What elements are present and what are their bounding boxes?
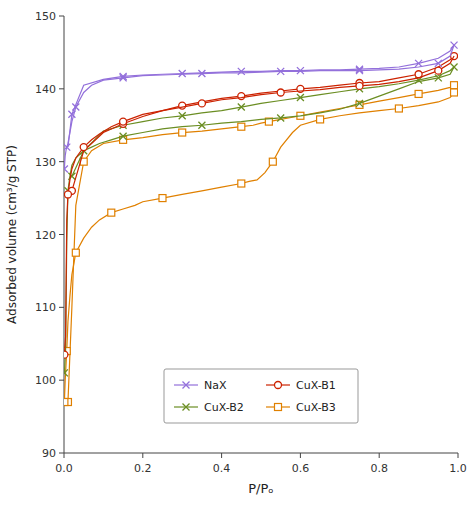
y-tick-label: 130: [35, 156, 56, 169]
x-tick-label: 0.4: [213, 462, 231, 475]
series-line: [68, 45, 454, 147]
point-marker: [395, 105, 402, 112]
legend-label: CuX-B2: [204, 401, 244, 414]
point-marker: [120, 118, 127, 125]
point-marker: [108, 209, 115, 216]
series: [64, 82, 457, 406]
y-tick: [59, 307, 64, 308]
point-marker: [179, 70, 186, 77]
point-marker: [317, 116, 324, 123]
point-marker: [277, 68, 284, 75]
point-marker: [451, 82, 458, 89]
point-marker: [277, 89, 284, 96]
point-marker: [435, 74, 442, 81]
y-tick-label: 120: [35, 229, 56, 242]
series: [64, 45, 454, 172]
point-marker: [198, 70, 205, 77]
point-marker: [120, 73, 127, 80]
point-marker: [269, 158, 276, 165]
point-marker: [198, 122, 205, 129]
point-marker: [120, 74, 127, 81]
y-tick-label: 150: [35, 10, 56, 23]
x-tick: [458, 453, 459, 458]
point-marker: [277, 114, 284, 121]
point-marker: [356, 67, 363, 74]
point-marker: [64, 399, 68, 406]
point-marker: [80, 144, 87, 151]
point-marker: [238, 180, 245, 187]
y-tick: [59, 234, 64, 235]
y-tick: [59, 161, 64, 162]
legend: NaX CuX-B1 CuX-B2 CuX-B3: [164, 369, 358, 423]
series: [68, 53, 457, 195]
x-axis-line: [64, 453, 458, 454]
y-tick: [59, 88, 64, 89]
x-tick-label: 0.6: [292, 462, 310, 475]
point-marker: [435, 60, 442, 67]
legend-box: [164, 369, 358, 423]
point-marker: [64, 351, 68, 358]
point-marker: [238, 123, 245, 130]
series-line: [64, 67, 454, 373]
x-tick: [64, 453, 65, 458]
y-tick: [59, 16, 64, 17]
point-marker: [238, 93, 245, 100]
legend-marker: [275, 404, 282, 411]
point-marker: [179, 112, 186, 119]
point-marker: [64, 165, 68, 172]
x-tick: [379, 453, 380, 458]
series: [64, 56, 454, 358]
y-tick: [59, 453, 64, 454]
y-tick-label: 100: [35, 374, 56, 387]
series-line: [64, 92, 454, 402]
point-marker: [72, 249, 79, 256]
point-marker: [356, 66, 363, 73]
x-axis-label: P/Pₒ: [248, 481, 273, 496]
y-tick-label: 90: [42, 447, 56, 460]
x-tick: [142, 453, 143, 458]
point-marker: [64, 144, 70, 151]
point-marker: [238, 104, 245, 111]
point-marker: [451, 89, 458, 96]
point-marker: [415, 60, 422, 67]
point-marker: [415, 90, 422, 97]
point-marker: [198, 100, 205, 107]
legend-label: CuX-B1: [296, 379, 336, 392]
series: [64, 89, 458, 406]
series-line: [68, 85, 454, 402]
y-tick-label: 140: [35, 83, 56, 96]
x-tick: [221, 453, 222, 458]
point-marker: [297, 67, 304, 74]
point-marker: [435, 67, 442, 74]
series: [64, 67, 454, 376]
series-line: [64, 45, 454, 169]
point-marker: [297, 94, 304, 101]
x-tick-label: 1.0: [449, 462, 467, 475]
point-marker: [159, 195, 166, 202]
legend-label: NaX: [204, 379, 227, 392]
legend-marker: [183, 382, 190, 389]
y-tick-label: 110: [35, 301, 56, 314]
legend-label: CuX-B3: [296, 401, 336, 414]
y-axis-label: Adsorbed volume (cm³/g STP): [5, 145, 19, 324]
point-marker: [356, 82, 363, 89]
x-tick-label: 0.2: [134, 462, 152, 475]
x-tick-label: 0.8: [370, 462, 388, 475]
x-tick-label: 0.0: [55, 462, 73, 475]
point-marker: [64, 191, 71, 198]
point-marker: [64, 369, 68, 376]
chart: 0.0 0.2 0.4 0.6 0.8 1.0 90 100 110 120 130 140 150 P/…: [0, 0, 474, 505]
series: [68, 42, 458, 147]
x-tick: [300, 453, 301, 458]
point-marker: [179, 129, 186, 136]
point-marker: [120, 133, 127, 140]
plot-area: [64, 42, 458, 406]
point-marker: [356, 100, 363, 107]
legend-marker: [275, 382, 282, 389]
y-tick: [59, 380, 64, 381]
point-marker: [238, 68, 245, 75]
series-line: [64, 56, 454, 355]
point-marker: [72, 104, 79, 111]
legend-marker: [183, 404, 190, 411]
